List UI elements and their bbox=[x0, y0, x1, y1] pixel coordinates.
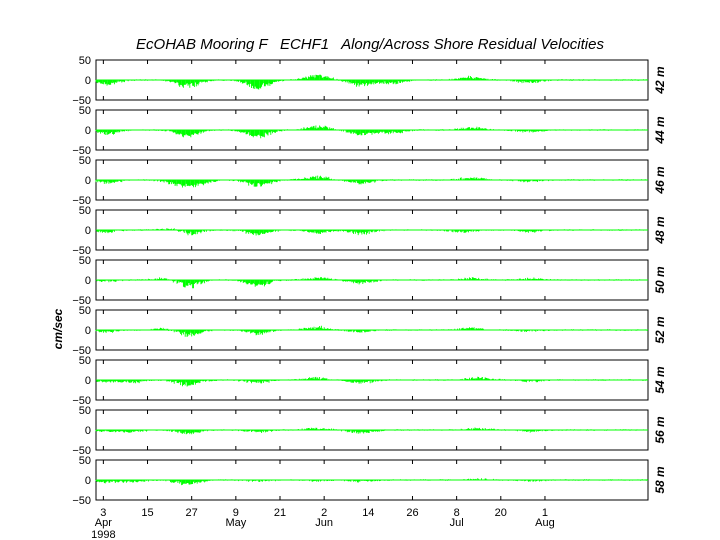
y-tick-label: 0 bbox=[85, 275, 91, 287]
month-label: Jul bbox=[450, 517, 464, 529]
depth-label: 54 m bbox=[653, 366, 667, 394]
depth-label: 46 m bbox=[653, 166, 667, 195]
velocity-series bbox=[95, 325, 648, 337]
y-tick-label: −50 bbox=[72, 395, 91, 407]
y-tick-label: 50 bbox=[79, 105, 91, 117]
velocity-series bbox=[95, 74, 648, 90]
y-axis-label: cm/sec bbox=[51, 308, 65, 349]
x-tick-label: 15 bbox=[141, 507, 153, 519]
y-tick-label: −50 bbox=[72, 95, 91, 107]
year-label: 1998 bbox=[91, 529, 115, 540]
panel: 50 0 −50 46 m bbox=[72, 155, 667, 207]
x-tick-label: 8 bbox=[454, 507, 460, 519]
depth-label: 56 m bbox=[653, 416, 667, 444]
panel: 50 0 −50 50 m bbox=[72, 255, 667, 307]
x-tick-label: 26 bbox=[406, 507, 418, 519]
velocity-series bbox=[95, 427, 648, 435]
month-label: May bbox=[225, 517, 246, 529]
x-tick-label: 20 bbox=[495, 507, 507, 519]
y-tick-label: 50 bbox=[79, 455, 91, 467]
x-tick-label: 3 bbox=[100, 507, 106, 519]
x-tick-label: 2 bbox=[321, 507, 327, 519]
y-tick-label: −50 bbox=[72, 195, 91, 207]
y-tick-label: 0 bbox=[85, 425, 91, 437]
y-tick-label: 0 bbox=[85, 125, 91, 137]
y-tick-label: 50 bbox=[79, 355, 91, 367]
y-tick-label: −50 bbox=[72, 295, 91, 307]
velocity-series bbox=[95, 175, 648, 188]
month-label: Aug bbox=[535, 517, 555, 529]
y-tick-label: −50 bbox=[72, 245, 91, 257]
y-tick-label: 0 bbox=[85, 175, 91, 187]
velocity-series bbox=[95, 228, 648, 236]
x-tick-label: 21 bbox=[274, 507, 286, 519]
panel: 50 0 −50 44 m bbox=[72, 105, 667, 157]
panel: 50 0 −50 42 m bbox=[72, 55, 667, 107]
y-tick-label: 50 bbox=[79, 405, 91, 417]
panel: 50 0 −50 48 m bbox=[72, 205, 667, 257]
depth-label: 48 m bbox=[653, 216, 667, 245]
velocity-series bbox=[95, 125, 648, 139]
x-tick-label: 9 bbox=[233, 507, 239, 519]
panels-group: 50 0 −50 42 m 50 0 −50 44 m 50 0 −50 46 m 50 0 −50 48 m… bbox=[72, 55, 667, 507]
month-label: Jun bbox=[315, 517, 333, 529]
depth-label: 52 m bbox=[653, 316, 667, 344]
y-tick-label: −50 bbox=[72, 145, 91, 157]
y-tick-label: 0 bbox=[85, 75, 91, 87]
panel: 50 0 −50 52 m bbox=[72, 305, 667, 357]
y-tick-label: −50 bbox=[72, 495, 91, 507]
panel: 50 0 −50 54 m bbox=[72, 355, 667, 407]
y-tick-label: −50 bbox=[72, 445, 91, 457]
panel: 50 0 −50 56 m bbox=[72, 405, 667, 457]
y-tick-label: 0 bbox=[85, 375, 91, 387]
velocity-series bbox=[95, 376, 648, 387]
x-tick-label: 14 bbox=[362, 507, 374, 519]
y-tick-label: 50 bbox=[79, 305, 91, 317]
depth-label: 42 m bbox=[653, 66, 667, 95]
y-tick-label: 50 bbox=[79, 155, 91, 167]
y-tick-label: 50 bbox=[79, 55, 91, 67]
depth-label: 44 m bbox=[653, 116, 667, 145]
y-tick-label: 0 bbox=[85, 225, 91, 237]
y-tick-label: 50 bbox=[79, 255, 91, 267]
velocity-series bbox=[95, 277, 648, 289]
y-tick-label: −50 bbox=[72, 345, 91, 357]
y-tick-label: 0 bbox=[85, 325, 91, 337]
x-tick-label: 27 bbox=[186, 507, 198, 519]
velocity-series bbox=[95, 478, 648, 486]
depth-label: 58 m bbox=[653, 466, 667, 494]
month-label: Apr bbox=[95, 517, 112, 529]
y-tick-label: 50 bbox=[79, 205, 91, 217]
panel: 50 0 −50 58 m bbox=[72, 455, 667, 507]
chart-title: EcOHAB Mooring F ECHF1 Along/Across Shor… bbox=[136, 36, 604, 53]
x-tick-label: 1 bbox=[542, 507, 548, 519]
depth-label: 50 m bbox=[653, 266, 667, 294]
y-tick-label: 0 bbox=[85, 475, 91, 487]
